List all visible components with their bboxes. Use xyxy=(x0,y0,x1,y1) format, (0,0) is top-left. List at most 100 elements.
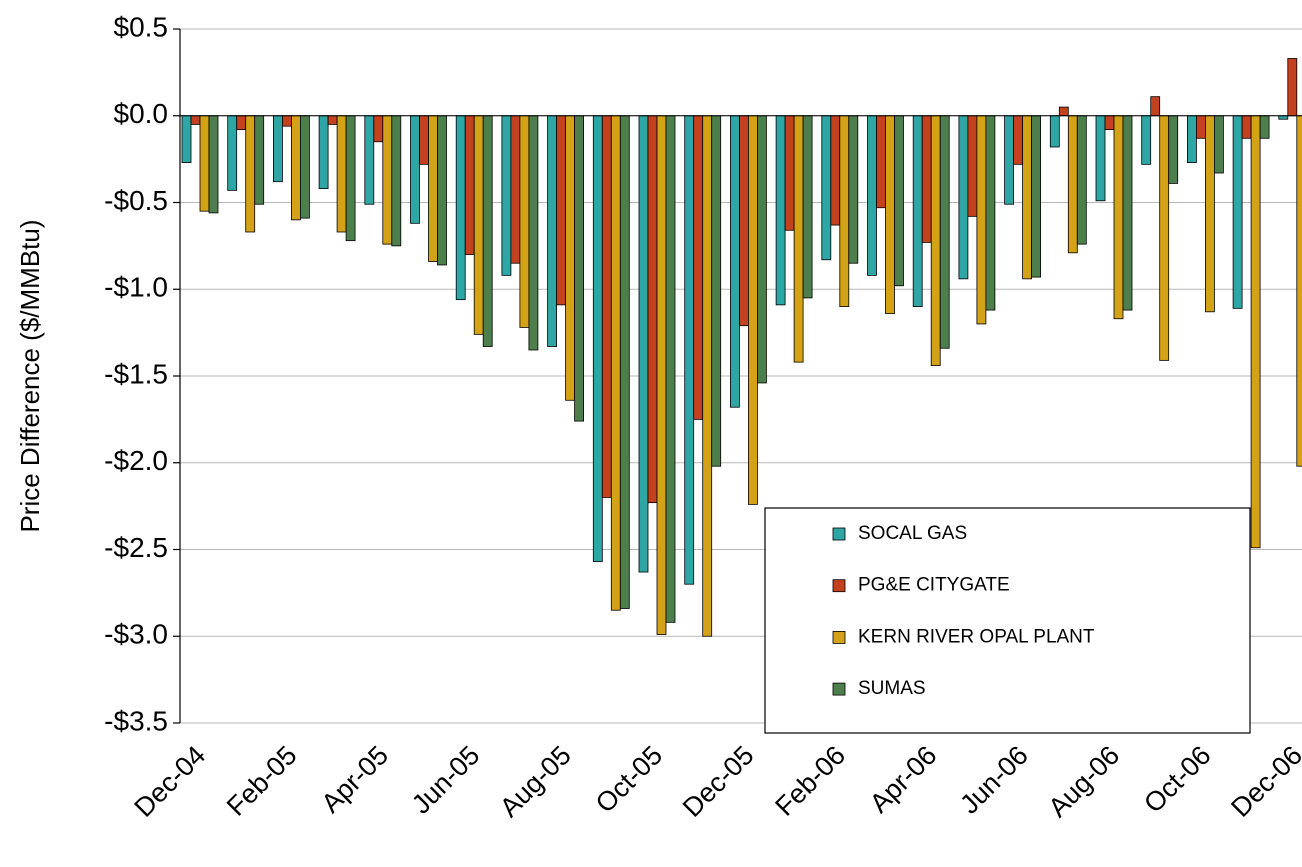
bar xyxy=(1049,115,1060,148)
bar xyxy=(327,115,338,125)
y-tick-label: -$3.0 xyxy=(104,619,168,650)
bar xyxy=(1205,115,1215,313)
bar xyxy=(1168,115,1179,184)
bar xyxy=(830,115,841,226)
bar xyxy=(190,115,201,125)
x-tick-label: Oct-06 xyxy=(1138,740,1217,819)
bar xyxy=(1287,58,1298,117)
bar xyxy=(272,115,283,183)
bar xyxy=(464,115,475,255)
bar xyxy=(1232,115,1243,309)
bar xyxy=(985,115,996,311)
bar xyxy=(967,115,978,217)
bar xyxy=(227,115,238,191)
bar xyxy=(199,115,210,212)
bar xyxy=(428,115,438,262)
bar xyxy=(1004,115,1014,205)
bar xyxy=(1122,115,1133,311)
bar xyxy=(391,115,402,247)
bar xyxy=(501,115,512,276)
bar xyxy=(519,115,530,328)
x-tick-label: Feb-05 xyxy=(221,740,303,822)
bar xyxy=(556,115,566,306)
bar xyxy=(876,115,886,209)
bar xyxy=(1296,115,1302,467)
bar xyxy=(1095,115,1106,202)
y-tick-label: -$2.5 xyxy=(104,532,168,563)
x-tick-label: Jun-05 xyxy=(406,740,486,820)
bar xyxy=(236,115,247,131)
bar xyxy=(793,115,804,363)
legend-swatch xyxy=(832,682,846,696)
bar xyxy=(574,115,584,422)
bar xyxy=(958,115,969,280)
bar xyxy=(1141,115,1152,165)
bar xyxy=(730,115,740,408)
y-axis-label: Price Difference ($/MMBtu) xyxy=(15,219,45,532)
y-tick-label: $0.5 xyxy=(114,11,169,42)
legend-swatch xyxy=(832,579,846,593)
x-tick-label: Jun-06 xyxy=(954,740,1034,820)
bar xyxy=(181,115,192,163)
bar xyxy=(455,115,466,301)
x-tick-label: Dec-05 xyxy=(677,740,760,823)
bar xyxy=(1159,115,1170,361)
bar xyxy=(647,115,658,504)
bar xyxy=(1187,115,1197,163)
bar xyxy=(1250,115,1261,549)
bar xyxy=(345,115,356,242)
bar xyxy=(482,115,493,347)
bar xyxy=(419,115,429,165)
bar xyxy=(1259,115,1270,139)
bar xyxy=(821,115,832,261)
bar xyxy=(930,115,941,366)
bar xyxy=(912,115,923,308)
x-tick-label: Feb-06 xyxy=(769,740,851,822)
bar xyxy=(510,115,521,264)
bar xyxy=(565,115,575,401)
bar xyxy=(1022,115,1032,280)
legend-label: SUMAS xyxy=(858,678,926,699)
bar xyxy=(254,115,265,205)
bar xyxy=(848,115,859,264)
bar xyxy=(921,115,932,243)
bar xyxy=(1104,115,1115,131)
x-tick-label: Dec-04 xyxy=(129,740,212,823)
x-tick-label: Apr-06 xyxy=(864,740,943,819)
bar xyxy=(839,115,850,308)
bar xyxy=(601,115,612,498)
bar xyxy=(748,115,758,505)
bar xyxy=(638,115,649,573)
legend-label: PG&E CITYGATE xyxy=(858,575,1010,596)
bar xyxy=(437,115,447,266)
bar xyxy=(1067,115,1078,254)
bar xyxy=(410,115,420,224)
legend-label: KERN RIVER OPAL PLANT xyxy=(858,626,1095,647)
bar xyxy=(382,115,393,245)
bar xyxy=(757,115,767,384)
bar xyxy=(702,115,713,637)
legend-label: SOCAL GAS xyxy=(858,523,967,544)
bar xyxy=(364,115,375,205)
bar xyxy=(1214,115,1224,174)
x-tick-label: Aug-06 xyxy=(1042,740,1125,823)
y-tick-label: -$2.0 xyxy=(104,445,168,476)
bar xyxy=(711,115,722,467)
bar xyxy=(528,115,539,351)
bar xyxy=(802,115,813,299)
x-tick-label: Aug-05 xyxy=(494,740,577,823)
bar xyxy=(665,115,676,623)
legend: SOCAL GAS PG&E CITYGATE KERN RIVER OPAL PL… xyxy=(764,507,1251,734)
bar xyxy=(885,115,895,314)
bar xyxy=(1076,115,1087,245)
bar xyxy=(693,115,704,420)
bar xyxy=(1013,115,1023,165)
bar xyxy=(656,115,667,635)
bar xyxy=(299,115,310,219)
y-tick-label: $0.0 xyxy=(114,98,169,129)
bar xyxy=(610,115,621,611)
bar xyxy=(619,115,630,609)
bar xyxy=(208,115,219,214)
legend-swatch xyxy=(832,527,846,541)
bar xyxy=(684,115,695,585)
